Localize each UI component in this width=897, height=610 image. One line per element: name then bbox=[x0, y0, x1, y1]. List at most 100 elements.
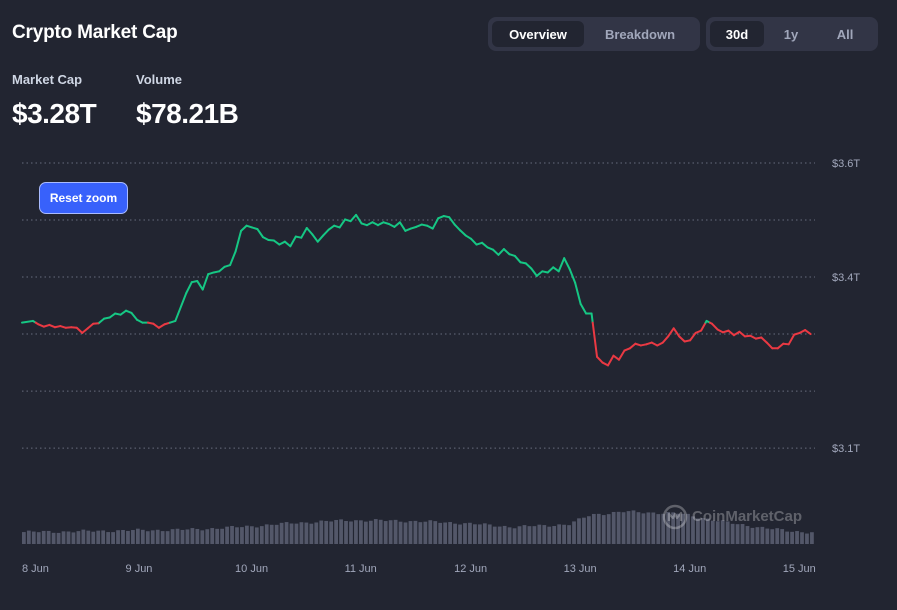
volume-bar bbox=[131, 530, 135, 544]
volume-bar bbox=[205, 529, 210, 544]
volume-bar bbox=[601, 515, 606, 544]
price-line-up-segment bbox=[201, 273, 210, 291]
volume-bar bbox=[279, 522, 284, 544]
price-line-up-segment bbox=[590, 312, 594, 324]
volume-bar bbox=[710, 520, 715, 544]
volume-bar bbox=[403, 522, 408, 544]
price-line-down-segment bbox=[765, 341, 774, 350]
volume-bar bbox=[458, 524, 462, 544]
price-line-up-segment bbox=[305, 227, 314, 236]
price-line-up-segment bbox=[240, 224, 248, 232]
price-line-up-segment bbox=[568, 268, 577, 284]
tab-overview[interactable]: Overview bbox=[492, 21, 584, 47]
volume-bar bbox=[388, 520, 393, 544]
reset-zoom-button[interactable]: Reset zoom bbox=[39, 182, 128, 214]
volume-bar bbox=[587, 516, 591, 544]
volume-bar bbox=[468, 522, 472, 544]
volume-bar bbox=[572, 521, 576, 544]
volume-bar bbox=[101, 530, 106, 544]
volume-bar bbox=[354, 520, 358, 544]
price-line-up-segment bbox=[448, 216, 456, 226]
volume-bar bbox=[230, 525, 234, 544]
volume-bar bbox=[225, 526, 229, 544]
volume-bar bbox=[438, 522, 443, 544]
range-30d-button[interactable]: 30d bbox=[710, 21, 764, 47]
price-line-up-segment bbox=[218, 265, 226, 273]
volume-bar bbox=[349, 521, 353, 544]
range-tab-group: 30d 1y All bbox=[706, 17, 878, 51]
volume-bar bbox=[383, 521, 388, 544]
price-line-down-segment bbox=[700, 321, 707, 332]
volume-bar bbox=[220, 528, 225, 544]
volume-bar bbox=[393, 519, 398, 544]
volume-bar bbox=[646, 512, 651, 544]
price-line-up-segment bbox=[552, 266, 560, 273]
volume-bar bbox=[185, 529, 190, 544]
price-line-up-segment bbox=[322, 228, 330, 237]
x-tick-label: 15 Jun bbox=[783, 563, 816, 575]
price-line-up-segment bbox=[557, 257, 566, 273]
price-line-down-segment bbox=[650, 341, 659, 347]
tab-breakdown[interactable]: Breakdown bbox=[584, 21, 696, 47]
volume-bar bbox=[750, 527, 755, 544]
price-line-up-segment bbox=[311, 233, 319, 243]
volume-bar bbox=[696, 518, 700, 544]
volume-bar bbox=[443, 522, 448, 544]
range-all-button[interactable]: All bbox=[818, 21, 872, 47]
price-line-down-segment bbox=[152, 322, 160, 329]
x-tick-label: 9 Jun bbox=[126, 563, 153, 575]
volume-bar bbox=[671, 512, 676, 544]
volume-bar bbox=[433, 521, 438, 544]
volume-bar bbox=[329, 521, 334, 544]
volume-bar bbox=[606, 514, 611, 544]
volume-bar bbox=[31, 531, 36, 544]
volume-bar bbox=[254, 527, 259, 544]
volume-bar bbox=[626, 511, 631, 544]
volume-bar bbox=[477, 524, 482, 544]
volume-bar bbox=[145, 531, 150, 544]
volume-bar bbox=[418, 522, 423, 544]
price-line-up-segment bbox=[327, 224, 336, 231]
volume-bar bbox=[304, 522, 309, 544]
volume-bar bbox=[537, 524, 542, 544]
volume-bar bbox=[810, 532, 814, 544]
price-line-up-segment bbox=[234, 229, 243, 253]
volume-bar bbox=[126, 530, 130, 544]
price-line-up-segment bbox=[196, 280, 204, 291]
price-line-up-segment bbox=[579, 302, 588, 315]
x-tick-label: 11 Jun bbox=[345, 563, 377, 575]
price-line-up-segment bbox=[338, 218, 347, 229]
volume-bar bbox=[22, 532, 26, 544]
watermark-text: CoinMarketCap bbox=[692, 508, 803, 525]
volume-bar bbox=[686, 513, 690, 544]
volume-bar bbox=[373, 519, 378, 544]
price-line-up-segment bbox=[174, 292, 188, 322]
price-line-down-segment bbox=[596, 355, 604, 364]
price-line-down-segment bbox=[157, 323, 166, 329]
price-line bbox=[21, 213, 812, 367]
price-line-up-segment bbox=[119, 309, 128, 316]
volume-bar bbox=[735, 524, 740, 544]
volume-bar bbox=[616, 511, 621, 544]
volume-bar bbox=[512, 528, 517, 544]
range-1y-button[interactable]: 1y bbox=[764, 21, 818, 47]
price-line-up-segment bbox=[376, 221, 385, 227]
volume-bar bbox=[309, 523, 314, 544]
price-line-up-segment bbox=[283, 240, 292, 248]
price-line-down-segment bbox=[612, 354, 620, 361]
volume-bar bbox=[106, 532, 111, 544]
price-line-up-segment bbox=[289, 235, 297, 248]
price-line-down-segment bbox=[776, 342, 785, 350]
price-line-up-segment bbox=[502, 248, 511, 256]
volume-bar bbox=[522, 525, 527, 544]
volume-bar bbox=[71, 532, 76, 544]
volume-bar bbox=[651, 512, 656, 544]
volume-bar bbox=[269, 524, 274, 544]
price-line-up-segment bbox=[393, 221, 401, 228]
volume-bar bbox=[121, 529, 125, 544]
volume-bar bbox=[532, 526, 537, 544]
volume-bar bbox=[780, 529, 785, 544]
volume-bar bbox=[760, 526, 765, 544]
volume-bar bbox=[249, 526, 254, 544]
